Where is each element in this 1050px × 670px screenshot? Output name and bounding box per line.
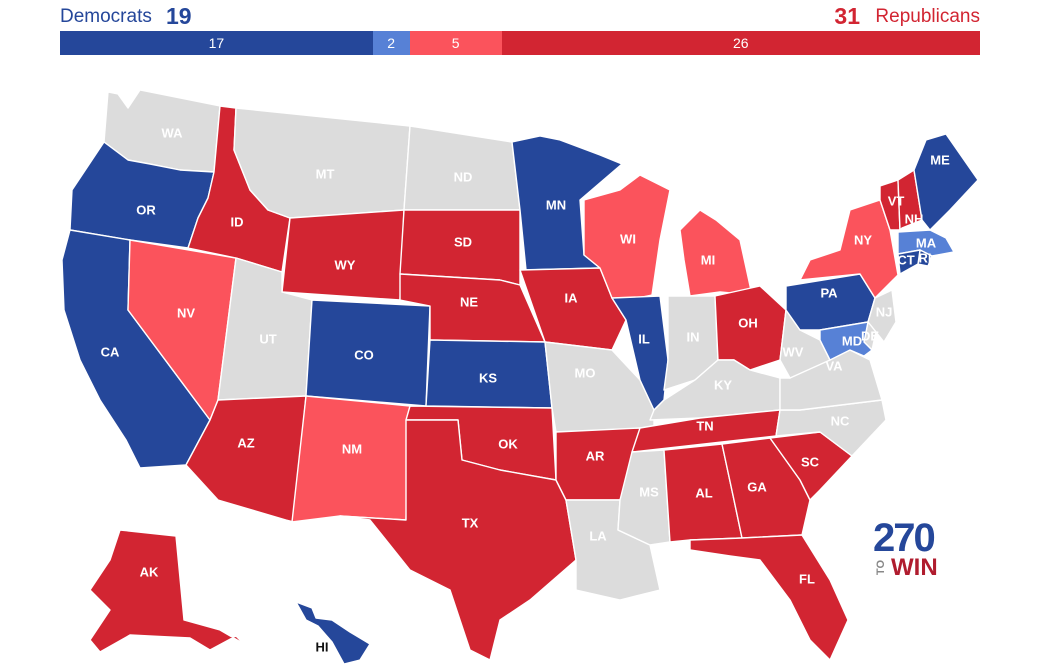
state-label-in: IN <box>687 329 700 344</box>
state-label-de: DE <box>861 328 879 343</box>
state-wi[interactable] <box>583 174 671 301</box>
seat-balance-bar: 17 2 5 26 <box>60 31 980 55</box>
state-label-nj: NJ <box>876 304 893 319</box>
state-mt[interactable] <box>233 107 411 219</box>
state-wy[interactable] <box>281 209 405 301</box>
state-label-ca: CA <box>101 344 120 359</box>
state-label-ky: KY <box>714 377 732 392</box>
state-label-la: LA <box>589 528 607 543</box>
state-label-sd: SD <box>454 234 472 249</box>
state-label-ma: MA <box>916 235 937 250</box>
state-vt[interactable] <box>879 179 901 231</box>
logo-win: WIN <box>891 554 938 581</box>
state-hi[interactable] <box>295 601 371 665</box>
state-label-wi: WI <box>620 231 636 246</box>
state-label-ms: MS <box>639 484 659 499</box>
seat-bar-segment-0: 17 <box>60 31 373 55</box>
state-label-id: ID <box>231 214 244 229</box>
state-mi[interactable] <box>679 209 753 297</box>
state-label-ar: AR <box>586 448 605 463</box>
state-label-mn: MN <box>546 197 566 212</box>
state-label-mt: MT <box>316 166 335 181</box>
state-label-il: IL <box>638 331 650 346</box>
270towin-logo[interactable]: 270 TO WIN <box>873 518 953 588</box>
state-label-ne: NE <box>460 294 478 309</box>
state-ak[interactable] <box>89 529 245 653</box>
state-label-va: VA <box>825 358 843 373</box>
state-label-ak: AK <box>140 564 159 579</box>
state-label-al: AL <box>695 485 712 500</box>
state-label-vt: VT <box>888 193 905 208</box>
state-label-nm: NM <box>342 441 362 456</box>
state-label-wy: WY <box>335 257 356 272</box>
state-label-ga: GA <box>747 479 767 494</box>
seat-bar-segment-3: 26 <box>501 31 980 55</box>
state-label-md: MD <box>842 333 862 348</box>
state-label-nd: ND <box>454 169 473 184</box>
state-label-ks: KS <box>479 370 497 385</box>
us-states-map: WA OR CA NV ID MT WY UT AZ CO NM ND SD NE KS OK TX MN IA MO… <box>61 89 979 665</box>
state-nd[interactable] <box>403 125 521 211</box>
state-label-hi: HI <box>316 639 329 654</box>
republicans-label: Republicans <box>875 6 980 27</box>
state-tx[interactable] <box>339 419 577 661</box>
state-label-oh: OH <box>738 315 758 330</box>
state-label-or: OR <box>136 202 156 217</box>
state-label-fl: FL <box>799 571 815 586</box>
state-label-tn: TN <box>696 418 713 433</box>
state-label-co: CO <box>354 347 374 362</box>
state-mn[interactable] <box>511 135 623 271</box>
seat-bar-segment-2: 5 <box>409 31 502 55</box>
state-label-pa: PA <box>820 285 838 300</box>
state-label-wa: WA <box>162 125 184 140</box>
state-label-mi: MI <box>701 252 715 267</box>
logo-to: TO <box>875 560 887 576</box>
state-label-az: AZ <box>237 435 254 450</box>
state-label-ny: NY <box>854 232 872 247</box>
state-label-ok: OK <box>498 436 518 451</box>
state-md[interactable] <box>819 321 873 361</box>
state-label-me: ME <box>930 152 950 167</box>
state-label-sc: SC <box>801 454 820 469</box>
republicans-total: 31 <box>834 3 860 29</box>
state-label-ia: IA <box>565 290 579 305</box>
seat-bar-segment-1: 2 <box>372 31 410 55</box>
state-ct[interactable] <box>897 249 921 275</box>
state-label-ri: RI <box>919 250 932 265</box>
state-pa[interactable] <box>785 273 876 331</box>
state-label-ut: UT <box>259 331 276 346</box>
state-label-nv: NV <box>177 305 195 320</box>
header-row: Democrats 19 31 Republicans <box>60 2 980 30</box>
state-label-nc: NC <box>831 413 850 428</box>
democrats-label: Democrats <box>60 6 152 27</box>
state-label-wv: WV <box>783 344 804 359</box>
state-nj[interactable] <box>867 289 897 343</box>
state-label-mo: MO <box>575 365 596 380</box>
democrats-total: 19 <box>166 3 192 29</box>
state-label-nh: NH <box>905 211 924 226</box>
state-label-ct: CT <box>897 252 914 267</box>
state-fl[interactable] <box>689 534 849 661</box>
state-me[interactable] <box>913 133 979 231</box>
state-label-tx: TX <box>462 515 479 530</box>
logo-number: 270 <box>873 516 936 560</box>
state-nm[interactable] <box>291 395 411 523</box>
